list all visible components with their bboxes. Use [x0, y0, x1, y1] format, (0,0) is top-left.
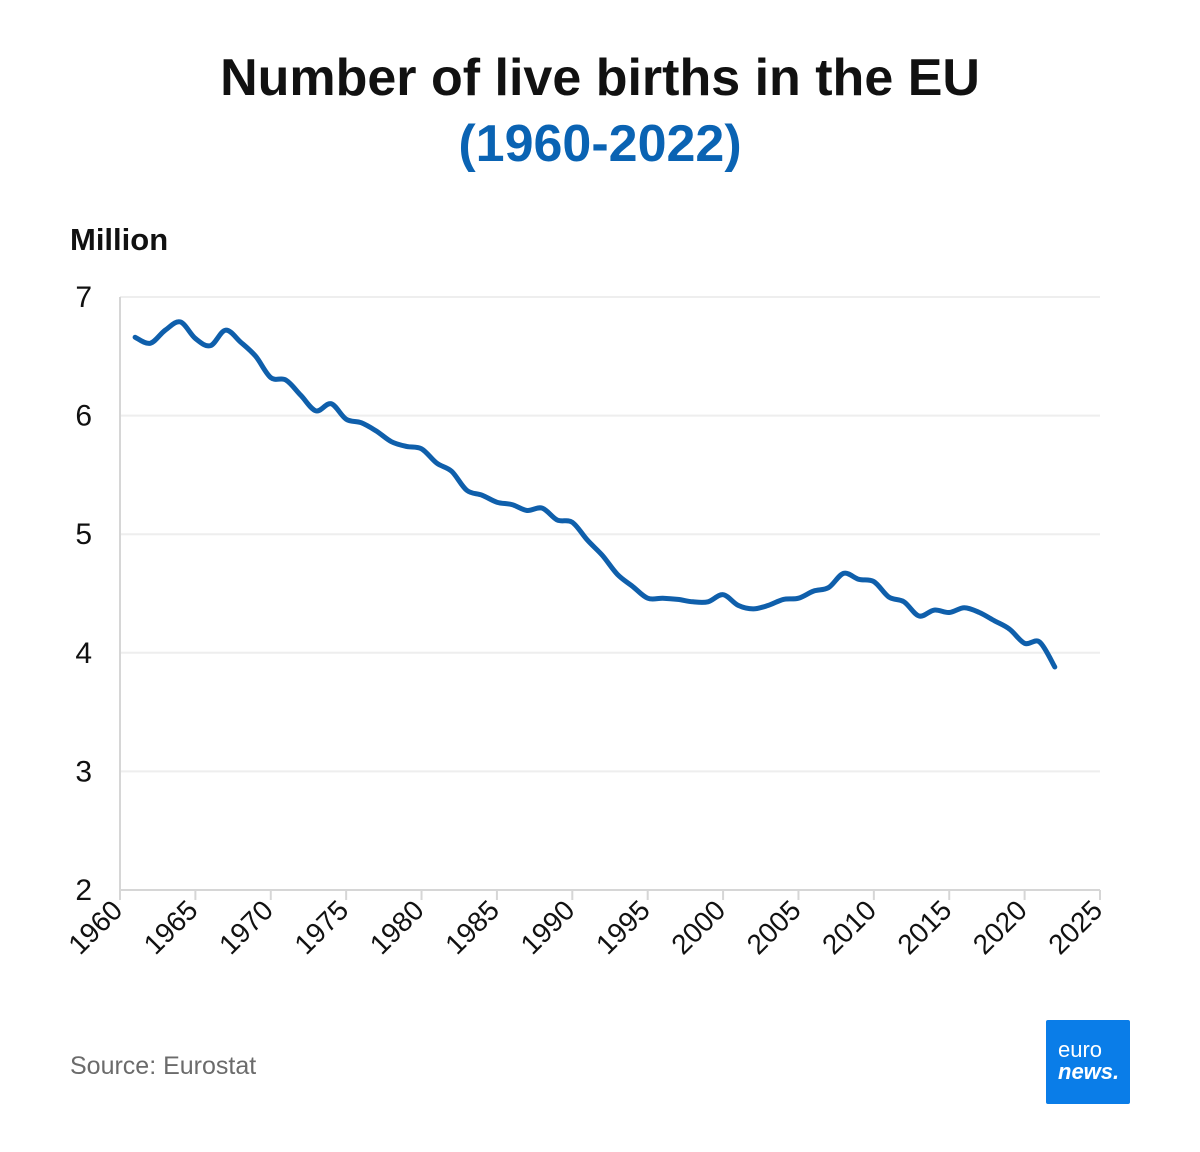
x-tick-label: 2025	[1042, 894, 1108, 960]
y-tick-label: 3	[75, 755, 92, 788]
x-tick-label: 2015	[892, 894, 958, 960]
y-axis-unit-label: Million	[70, 222, 169, 257]
x-tick-label: 1970	[213, 894, 279, 960]
x-tick-label: 2000	[665, 894, 731, 960]
x-tick-label: 2020	[967, 894, 1033, 960]
x-tick-label: 1990	[515, 894, 581, 960]
x-tick-label: 1975	[288, 894, 354, 960]
series-line-0	[132, 319, 1058, 670]
x-tick-label: 1965	[138, 894, 204, 960]
x-tick-label: 2005	[741, 894, 807, 960]
y-tick-label: 2	[75, 874, 92, 907]
x-tick-label: 1960	[62, 894, 128, 960]
logo-text-news: news.	[1058, 1059, 1120, 1084]
y-tick-label: 5	[75, 518, 92, 551]
chart-subtitle: (1960-2022)	[458, 115, 742, 173]
source-note: Source: Eurostat	[70, 1052, 257, 1080]
x-tick-label: 1995	[590, 894, 656, 960]
y-tick-label: 4	[75, 637, 92, 670]
logo-text-euro: euro	[1058, 1037, 1103, 1062]
x-tick-label: 1980	[364, 894, 430, 960]
x-tick-label: 1985	[439, 894, 505, 960]
chart-title: Number of live births in the EU	[220, 49, 980, 107]
y-tick-label: 6	[75, 400, 92, 433]
x-tick-label: 2010	[816, 894, 882, 960]
euronews-logo[interactable]: euro news.	[1046, 1020, 1130, 1104]
y-tick-label: 7	[75, 281, 92, 314]
